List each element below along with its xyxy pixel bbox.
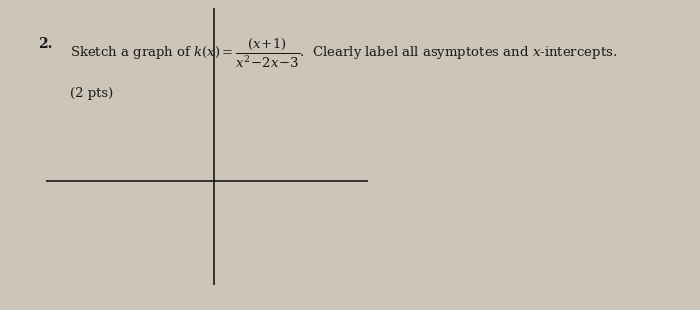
Text: Sketch a graph of $k(x) = \dfrac{(x\!+\!1)}{x^2\!-\!2x\!-\!3}$.  Clearly label a: Sketch a graph of $k(x) = \dfrac{(x\!+\!… (70, 37, 617, 70)
Text: 2.: 2. (38, 37, 53, 51)
Text: (2 pts): (2 pts) (70, 87, 113, 100)
